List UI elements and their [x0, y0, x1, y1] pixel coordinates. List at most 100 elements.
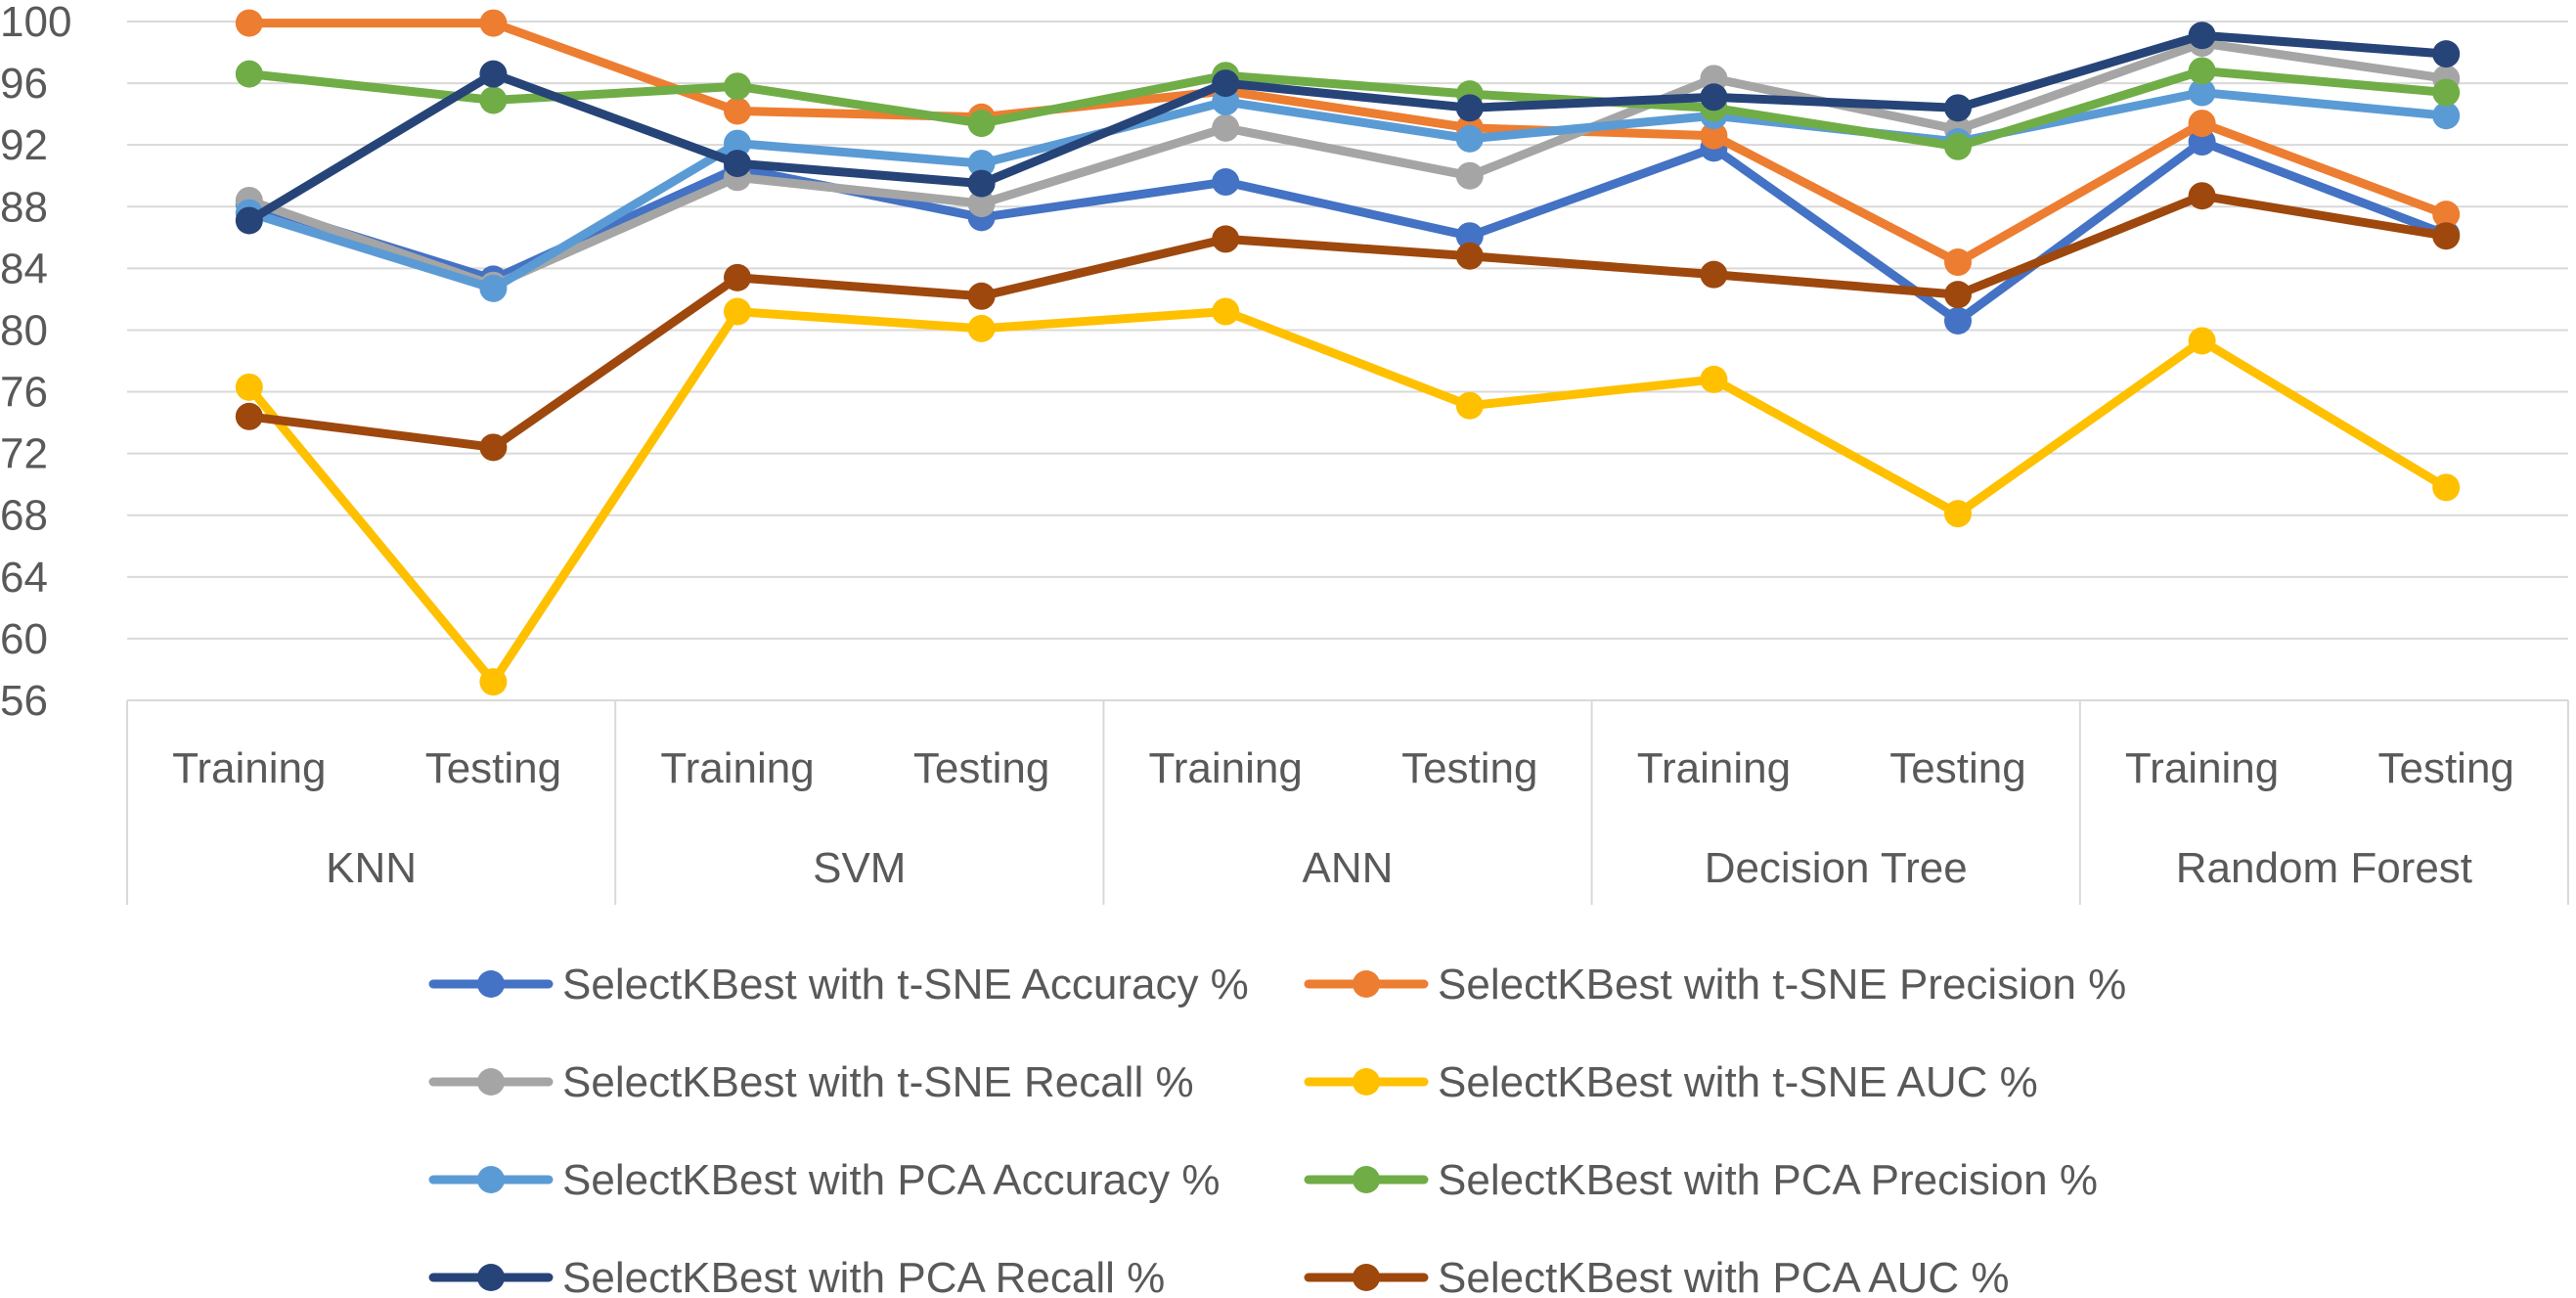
series-line: [244, 137, 2451, 326]
data-point: [2432, 473, 2461, 502]
legend-marker: [1353, 1068, 1380, 1096]
legend-item-selectkbest-with-t-sne-auc: SelectKBest with t-SNE AUC %: [1304, 1058, 2038, 1106]
legend-item-selectkbest-with-t-sne-precision: SelectKBest with t-SNE Precision %: [1304, 961, 2126, 1008]
x-tick-label-testing: Testing: [913, 744, 1049, 792]
data-point: [967, 282, 996, 310]
y-tick-label: 72: [0, 430, 48, 478]
data-point: [1944, 94, 1972, 122]
data-point: [235, 206, 263, 235]
legend-label: SelectKBest with t-SNE AUC %: [1438, 1058, 2038, 1106]
legend-label: SelectKBest with PCA Precision %: [1438, 1156, 2098, 1204]
data-point: [1944, 281, 1972, 309]
y-tick-label: 84: [0, 245, 48, 292]
series-selectkbest-with-t-sne-accuracy: [235, 128, 2461, 335]
data-point: [1212, 225, 1240, 253]
data-point: [1944, 132, 1972, 160]
data-point: [2188, 182, 2216, 210]
data-point: [1212, 113, 1240, 142]
data-point: [724, 263, 751, 291]
x-tick-label-testing: Testing: [425, 744, 561, 792]
legend-item-selectkbest-with-pca-precision: SelectKBest with PCA Precision %: [1304, 1156, 2098, 1204]
legend-item-selectkbest-with-pca-auc: SelectKBest with PCA AUC %: [1304, 1254, 2009, 1298]
x-tick-label-training: Training: [660, 744, 814, 792]
legend-item-selectkbest-with-pca-recall: SelectKBest with PCA Recall %: [428, 1254, 1165, 1298]
x-group-label-svm: SVM: [813, 844, 906, 892]
y-tick-label: 76: [0, 369, 48, 417]
x-tick-label-testing: Testing: [2377, 744, 2513, 792]
data-point: [2432, 78, 2461, 107]
data-point: [967, 314, 996, 342]
data-point: [1944, 306, 1972, 335]
data-point: [1455, 391, 1484, 420]
data-point: [235, 402, 263, 430]
x-axis: Training Testing KNN Training Testing SVM Trai…: [126, 699, 2569, 905]
data-point: [967, 110, 996, 138]
series-selectkbest-with-t-sne-precision: [235, 9, 2461, 277]
y-tick-label: 100: [0, 0, 71, 46]
legend-label: SelectKBest with PCA Accuracy %: [562, 1156, 1221, 1204]
data-point: [1455, 222, 1484, 250]
legend-marker: [477, 1264, 505, 1291]
x-group-label-ann: ANN: [1303, 844, 1394, 892]
legend-marker: [1353, 1264, 1380, 1291]
legend-label: SelectKBest with t-SNE Accuracy %: [562, 961, 1249, 1008]
data-point: [2432, 222, 2461, 250]
data-point: [1944, 500, 1972, 528]
legend-marker: [477, 1068, 505, 1096]
x-group-label-random-forest: Random Forest: [2176, 844, 2472, 892]
legend-label: SelectKBest with PCA AUC %: [1438, 1254, 2009, 1298]
data-point: [1212, 297, 1240, 326]
series-line: [244, 66, 2451, 152]
data-point: [2432, 40, 2461, 68]
series-selectkbest-with-pca-precision: [235, 57, 2461, 160]
data-point: [235, 60, 263, 88]
y-tick-label: 92: [0, 121, 48, 169]
series-line: [244, 30, 2451, 225]
data-point: [479, 274, 508, 302]
y-tick-label: 56: [0, 677, 48, 725]
data-point: [479, 433, 508, 462]
y-tick-label: 68: [0, 492, 48, 540]
data-point: [1455, 94, 1484, 122]
x-tick-label-testing: Testing: [1889, 744, 2025, 792]
legend-label: SelectKBest with PCA Recall %: [562, 1254, 1165, 1298]
data-point: [479, 86, 508, 114]
x-tick-label-training: Training: [1637, 744, 1791, 792]
series-lines: [235, 9, 2461, 696]
y-tick-label: 96: [0, 60, 48, 108]
data-point: [2188, 22, 2216, 50]
data-point: [1212, 69, 1240, 98]
data-point: [2188, 78, 2216, 107]
legend-marker: [1353, 970, 1380, 998]
y-tick-label: 64: [0, 554, 48, 602]
legend-item-selectkbest-with-t-sne-accuracy: SelectKBest with t-SNE Accuracy %: [428, 961, 1249, 1008]
data-point: [967, 169, 996, 198]
data-point: [2188, 110, 2216, 138]
y-tick-label: 60: [0, 615, 48, 663]
data-point: [2188, 57, 2216, 85]
data-point: [967, 190, 996, 218]
data-point: [1455, 124, 1484, 153]
data-point: [724, 72, 751, 101]
series-line: [244, 38, 2451, 291]
x-tick-label-training: Training: [172, 744, 326, 792]
data-point: [235, 9, 263, 37]
series-selectkbest-with-pca-recall: [235, 22, 2461, 235]
data-point: [2188, 327, 2216, 355]
data-point: [724, 297, 751, 326]
y-tick-label: 88: [0, 183, 48, 231]
data-point: [724, 150, 751, 178]
legend-marker: [477, 1166, 505, 1193]
data-point: [479, 668, 508, 696]
data-point: [235, 373, 263, 401]
data-point: [1455, 161, 1484, 190]
data-point: [479, 60, 508, 88]
legend-marker: [477, 970, 505, 998]
legend-label: SelectKBest with t-SNE Recall %: [562, 1058, 1194, 1106]
legend-item-selectkbest-with-t-sne-recall: SelectKBest with t-SNE Recall %: [428, 1058, 1194, 1106]
x-group-label-decision-tree: Decision Tree: [1705, 844, 1968, 892]
legend-item-selectkbest-with-pca-accuracy: SelectKBest with PCA Accuracy %: [428, 1156, 1221, 1204]
data-point: [1700, 260, 1728, 289]
legend-marker: [1353, 1166, 1380, 1193]
